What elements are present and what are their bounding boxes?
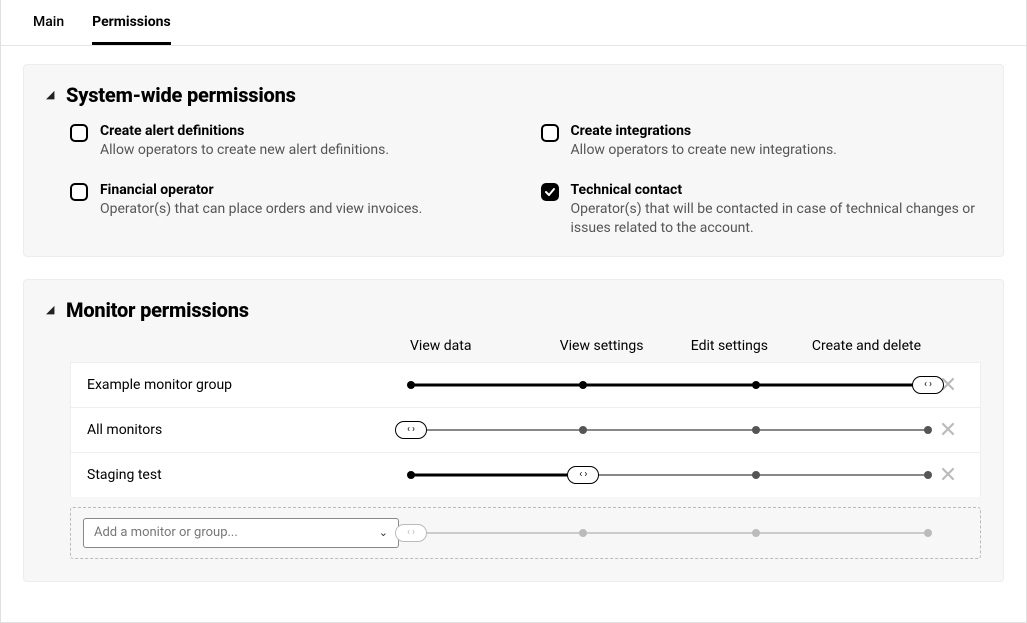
remove-row-button[interactable] xyxy=(928,463,968,487)
system-wide-header[interactable]: ◢ System-wide permissions xyxy=(46,83,981,107)
perm-technical-contact: Technical contact Operator(s) that will … xyxy=(541,182,982,238)
slider-handle-disabled: ‹› xyxy=(395,524,427,542)
chevron-down-icon: ⌄ xyxy=(379,526,388,539)
perm-title: Financial operator xyxy=(100,182,422,198)
perm-create-alert-definitions: Create alert definitions Allow operators… xyxy=(70,123,511,160)
add-monitor-row: Add a monitor or group... ⌄ ‹› xyxy=(70,507,981,559)
monitor-row-name: Example monitor group xyxy=(83,377,411,393)
checkbox-create-alert-definitions[interactable] xyxy=(70,124,88,142)
perm-create-integrations: Create integrations Allow operators to c… xyxy=(541,123,982,160)
checkbox-financial-operator[interactable] xyxy=(70,183,88,201)
level-view-data: View data xyxy=(410,338,538,354)
permission-slider[interactable]: ‹› xyxy=(411,375,928,395)
collapse-icon: ◢ xyxy=(46,90,56,100)
monitor-permissions-title: Monitor permissions xyxy=(66,298,249,322)
monitor-row-all-monitors: All monitors ‹› xyxy=(70,407,981,452)
monitor-permissions-header[interactable]: ◢ Monitor permissions xyxy=(46,298,981,322)
monitor-row-example-monitor-group: Example monitor group ‹› xyxy=(70,362,981,407)
monitor-row-name: All monitors xyxy=(83,422,411,438)
checkbox-create-integrations[interactable] xyxy=(541,124,559,142)
permission-slider[interactable]: ‹› xyxy=(411,465,928,485)
perm-desc: Allow operators to create new alert defi… xyxy=(100,141,389,160)
permissions-page: Main Permissions ◢ System-wide permissio… xyxy=(0,0,1027,623)
slider-handle[interactable]: ‹› xyxy=(567,466,599,484)
tab-permissions[interactable]: Permissions xyxy=(92,0,170,45)
slider-handle[interactable]: ‹› xyxy=(395,421,427,439)
monitor-rows: Example monitor group ‹› xyxy=(46,362,981,559)
remove-row-button[interactable] xyxy=(928,418,968,442)
tab-main[interactable]: Main xyxy=(33,0,64,45)
add-monitor-placeholder: Add a monitor or group... xyxy=(94,525,238,540)
perm-financial-operator: Financial operator Operator(s) that can … xyxy=(70,182,511,238)
slider-handle[interactable]: ‹› xyxy=(912,376,944,394)
checkbox-technical-contact[interactable] xyxy=(541,183,559,201)
add-monitor-select[interactable]: Add a monitor or group... ⌄ xyxy=(83,518,399,548)
tab-bar: Main Permissions xyxy=(1,0,1026,46)
system-wide-permissions-grid: Create alert definitions Allow operators… xyxy=(46,123,981,238)
perm-desc: Operator(s) that will be contacted in ca… xyxy=(571,200,982,238)
monitor-row-name: Staging test xyxy=(83,467,411,483)
level-view-settings: View settings xyxy=(538,338,666,354)
perm-title: Create integrations xyxy=(571,123,837,139)
monitor-levels-header: View data View settings Edit settings Cr… xyxy=(46,338,981,354)
permission-slider[interactable]: ‹› xyxy=(411,420,928,440)
level-edit-settings: Edit settings xyxy=(666,338,794,354)
collapse-icon: ◢ xyxy=(46,305,56,315)
perm-desc: Allow operators to create new integratio… xyxy=(571,141,837,160)
permission-slider-disabled: ‹› xyxy=(411,523,928,543)
system-wide-title: System-wide permissions xyxy=(66,83,296,107)
system-wide-panel: ◢ System-wide permissions Create alert d… xyxy=(23,64,1004,257)
monitor-permissions-panel: ◢ Monitor permissions View data View set… xyxy=(23,279,1004,582)
perm-title: Create alert definitions xyxy=(100,123,389,139)
level-create-and-delete: Create and delete xyxy=(793,338,921,354)
perm-title: Technical contact xyxy=(571,182,982,198)
perm-desc: Operator(s) that can place orders and vi… xyxy=(100,200,422,219)
monitor-row-staging-test: Staging test ‹› xyxy=(70,452,981,497)
content-area: ◢ System-wide permissions Create alert d… xyxy=(1,46,1026,622)
